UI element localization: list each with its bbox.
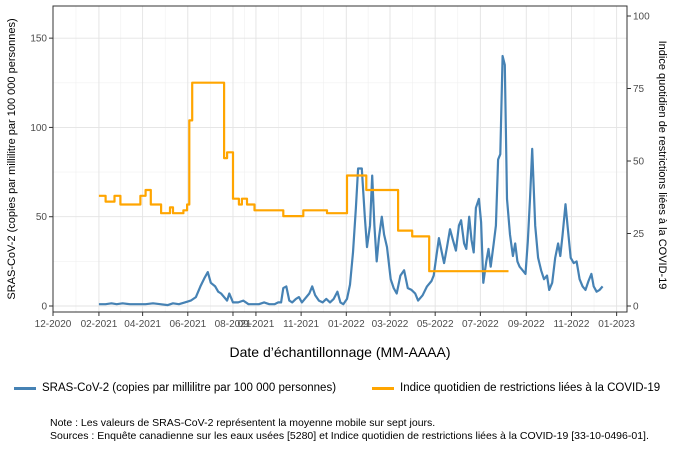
- gridlines: [52, 6, 627, 312]
- legend-label-sars: SRAS-CoV-2 (copies par millilitre par 10…: [42, 382, 337, 394]
- x-tick-label: 07-2022: [462, 319, 499, 330]
- y-tick-label: 100: [30, 123, 47, 134]
- y-tick-label: 0: [41, 302, 47, 313]
- y-tick-label: 50: [36, 212, 48, 223]
- y-tick-label: 150: [30, 34, 47, 45]
- y2-tick-label: 75: [633, 84, 645, 95]
- x-axis-title: Date d’échantillonnage (MM-AAAA): [230, 344, 451, 360]
- x-tick-label: 09-2022: [508, 319, 545, 330]
- x-tick-label: 02-2021: [81, 319, 118, 330]
- series-lines: [98, 54, 604, 307]
- x-tick-label: 06-2021: [169, 319, 206, 330]
- x-tick-label: 04-2021: [124, 319, 161, 330]
- axes: 12-2020 02-2021 04-2021 06-2021 08-202109-20…: [30, 12, 650, 331]
- legend-key-restrictions: [372, 386, 394, 390]
- x-tick-label: 12-2020: [35, 319, 72, 330]
- legend-label-restrictions: Indice quotidien de restrictions liées à…: [400, 382, 661, 394]
- y-axis-title: SRAS-CoV-2 (copies par millilitre par 10…: [6, 18, 18, 299]
- y2-axis-title: Indice quotidien de restrictions liées à…: [656, 41, 668, 290]
- legend-item-restrictions: Indice quotidien de restrictions liées à…: [372, 382, 660, 394]
- y2-tick-label: 0: [633, 302, 639, 313]
- x-tick-label: 08-2021: [215, 319, 252, 330]
- x-tick-label: 01-2022: [328, 319, 365, 330]
- y2-tick-label: 100: [633, 12, 650, 23]
- x-tick-label: 03-2022: [372, 319, 409, 330]
- x-tick-label: 11-2021: [283, 319, 319, 330]
- series-line-sars-cov-2: [98, 54, 604, 307]
- y2-tick-label: 25: [633, 229, 645, 240]
- chart: 12-2020 02-2021 04-2021 06-2021 08-202109-20…: [6, 5, 668, 360]
- x-tick-label: 01-2023: [598, 319, 635, 330]
- footnotes: Note : Les valeurs de SRAS-CoV-2 représe…: [50, 417, 649, 443]
- x-tick-label: 11-2022: [553, 319, 589, 330]
- sources-text: Sources : Enquête canadienne sur les eau…: [50, 430, 649, 442]
- legend-key-sars: [14, 386, 36, 390]
- legend: SRAS-CoV-2 (copies par millilitre par 10…: [0, 382, 675, 402]
- legend-item-sars: SRAS-CoV-2 (copies par millilitre par 10…: [14, 382, 336, 394]
- y2-tick-label: 50: [633, 157, 645, 168]
- plot-border: [52, 5, 628, 313]
- series-line-restrictions-index: [98, 81, 509, 273]
- x-tick-label: 09-2021: [238, 319, 275, 330]
- note-text: Note : Les valeurs de SRAS-CoV-2 représe…: [50, 417, 436, 429]
- x-tick-label: 05-2022: [417, 319, 454, 330]
